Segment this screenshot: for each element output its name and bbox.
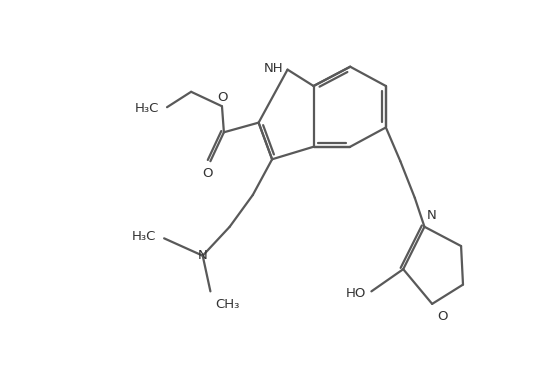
Text: N: N <box>198 249 207 262</box>
Text: O: O <box>437 310 448 323</box>
Text: HO: HO <box>345 287 366 300</box>
Text: O: O <box>218 91 228 104</box>
Text: H₃C: H₃C <box>135 102 160 115</box>
Text: O: O <box>202 167 213 180</box>
Text: NH: NH <box>264 62 284 75</box>
Text: CH₃: CH₃ <box>215 298 240 311</box>
Text: H₃C: H₃C <box>132 230 156 243</box>
Text: N: N <box>426 209 436 222</box>
